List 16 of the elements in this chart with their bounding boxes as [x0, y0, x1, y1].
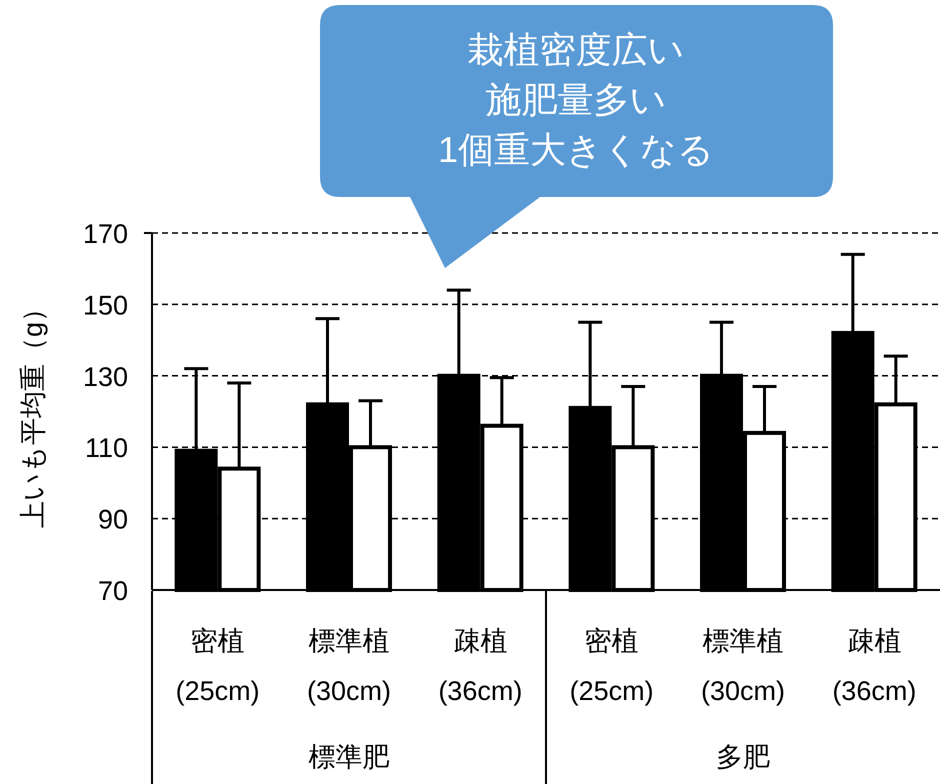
y-tick-label: 90	[98, 504, 128, 535]
x-tick-label: 標準植 (30cm)	[306, 626, 392, 706]
x-tick-label: 密植 (25cm)	[176, 626, 260, 706]
y-axis-title: 上いも平均重（g）	[18, 294, 48, 528]
text: 多肥	[716, 742, 770, 772]
y-tick-label: 70	[98, 576, 128, 606]
x-tick-label: 密植 (25cm)	[570, 626, 654, 706]
y-tick-label: 150	[82, 290, 128, 320]
x-tick-label: 標準植 (30cm)	[700, 626, 786, 706]
x-tick-label: 疎植 (36cm)	[438, 626, 522, 706]
y-tick-label: 170	[82, 219, 128, 249]
callout: 栽植密度広い 施肥量多い 1個重大きくなる	[320, 5, 833, 268]
text: 標準肥	[308, 742, 390, 772]
y-tick-label: 110	[84, 433, 128, 464]
y-tick-label: 130	[82, 362, 128, 392]
x-tick-label: 疎植 (36cm)	[832, 626, 916, 706]
